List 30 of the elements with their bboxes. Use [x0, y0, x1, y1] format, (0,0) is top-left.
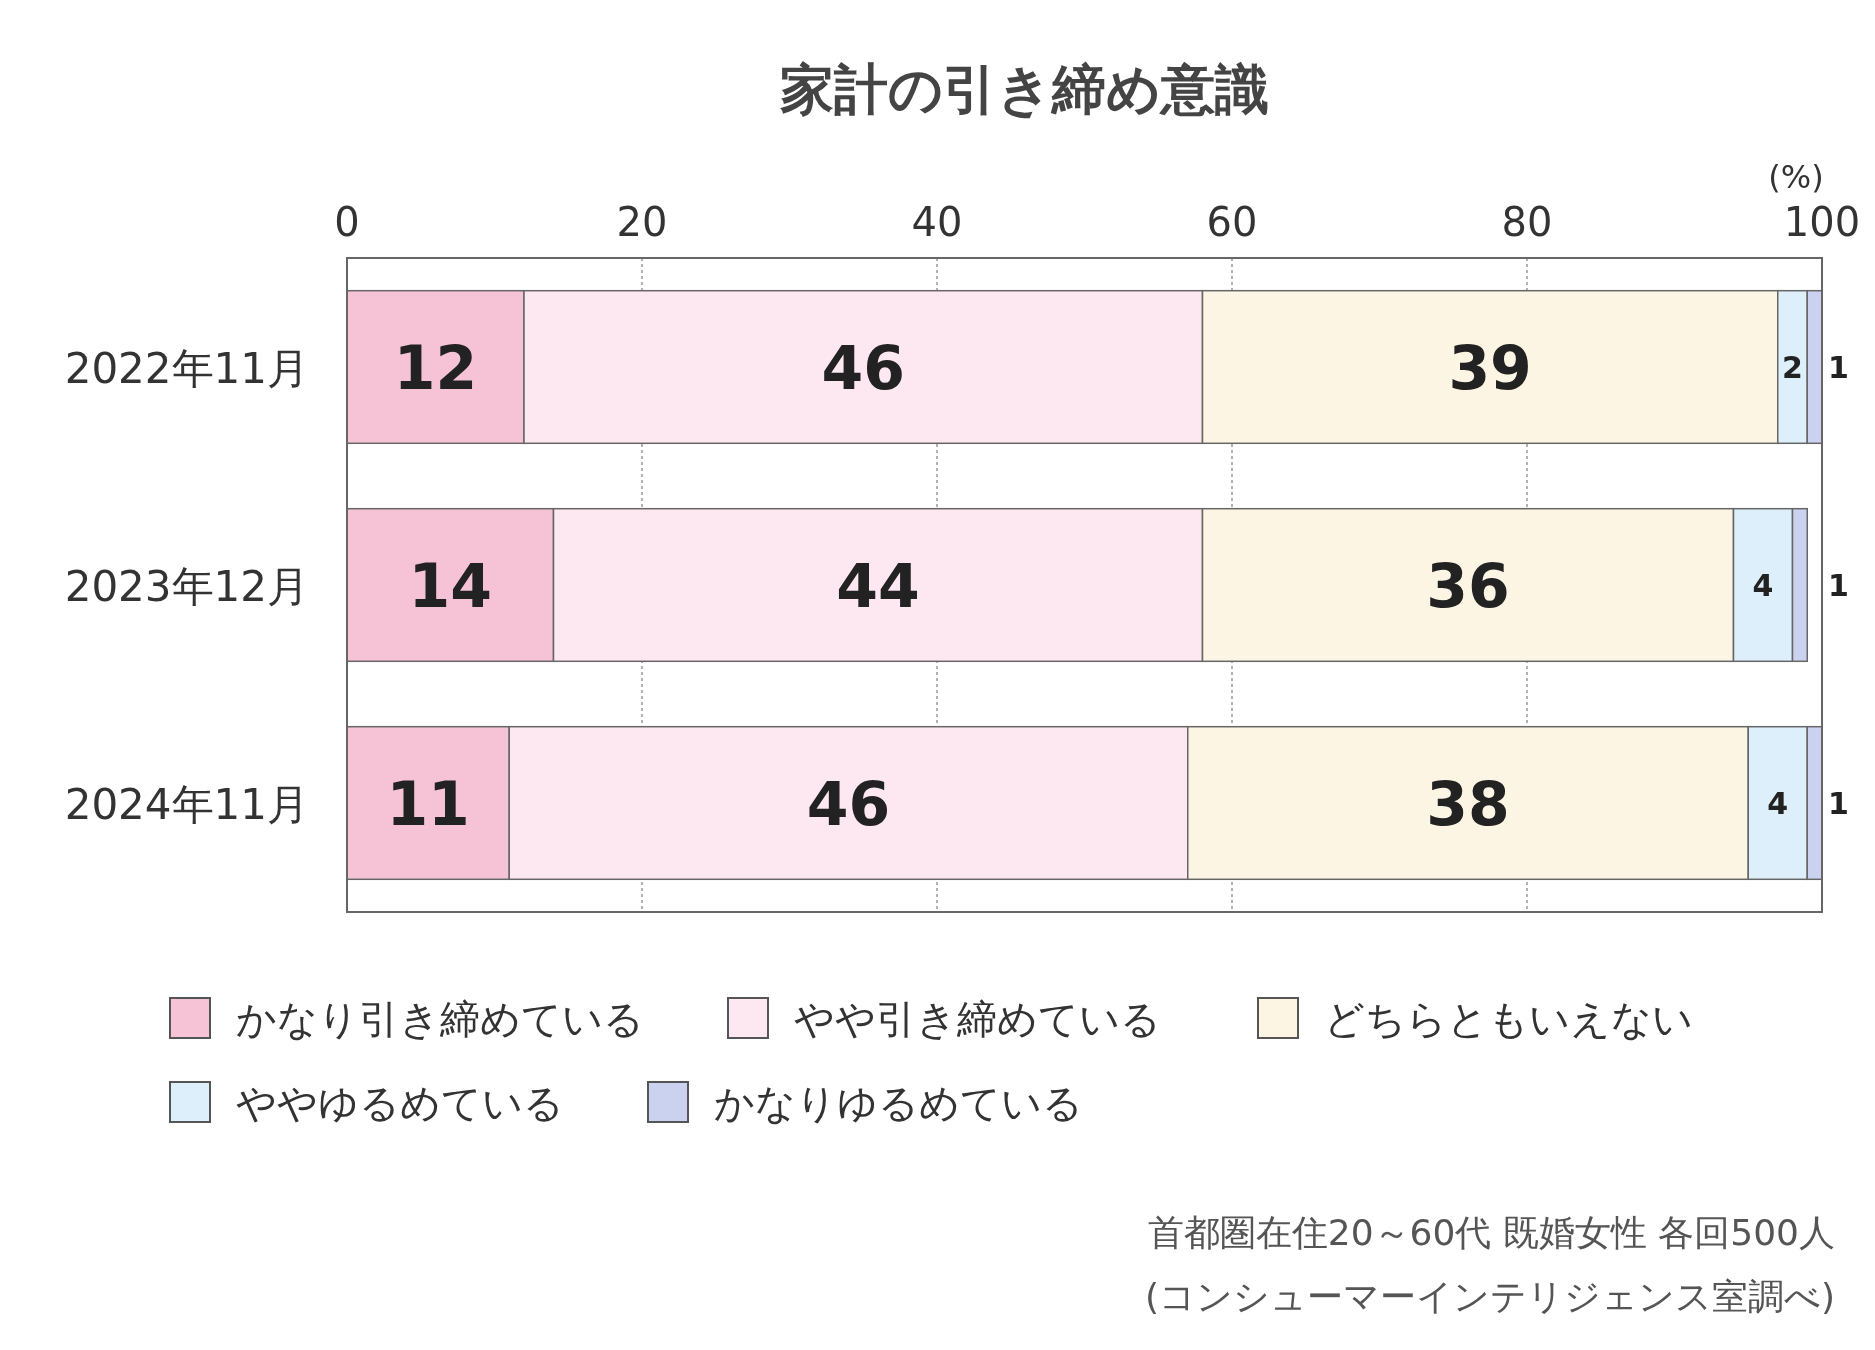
data-label: 11 — [386, 768, 470, 839]
x-tick-label: 40 — [911, 199, 963, 245]
data-label: 46 — [821, 332, 905, 403]
x-axis-title: (%) — [1768, 158, 1824, 196]
data-label: 4 — [1752, 567, 1774, 603]
legend-label: ややゆるめている — [236, 1080, 564, 1126]
y-tick-label: 2024年11月 — [64, 780, 309, 829]
data-label: 1 — [1828, 349, 1849, 385]
legend-label: かなりゆるめている — [714, 1080, 1083, 1126]
text: (コンシューマーインテリジェンス室調べ) — [1144, 1276, 1835, 1317]
x-tick-label: 100 — [1783, 199, 1861, 245]
data-label: 2 — [1782, 349, 1803, 385]
data-label: 39 — [1448, 332, 1532, 403]
data-label: 46 — [806, 768, 891, 839]
y-tick-label: 2022年11月 — [64, 344, 309, 393]
data-label: 38 — [1426, 768, 1510, 839]
data-label: 14 — [408, 550, 492, 621]
x-tick-label: 20 — [616, 199, 668, 245]
y-tick-label: 2023年12月 — [64, 562, 309, 611]
x-tick-label: 60 — [1206, 199, 1258, 245]
data-label: 36 — [1426, 550, 1510, 621]
x-tick-label: 80 — [1501, 199, 1553, 245]
text: 首都圏在住20～60代 既婚女性 各回500人 — [1147, 1212, 1835, 1253]
chart-title: 家計の引き締め意識 — [780, 58, 1269, 121]
data-label: 1 — [1828, 785, 1849, 821]
data-label: 1 — [1828, 567, 1849, 603]
x-tick-label: 0 — [334, 199, 360, 245]
data-label: 4 — [1767, 785, 1789, 821]
data-label: 44 — [836, 550, 920, 621]
data-label: 12 — [393, 332, 478, 403]
